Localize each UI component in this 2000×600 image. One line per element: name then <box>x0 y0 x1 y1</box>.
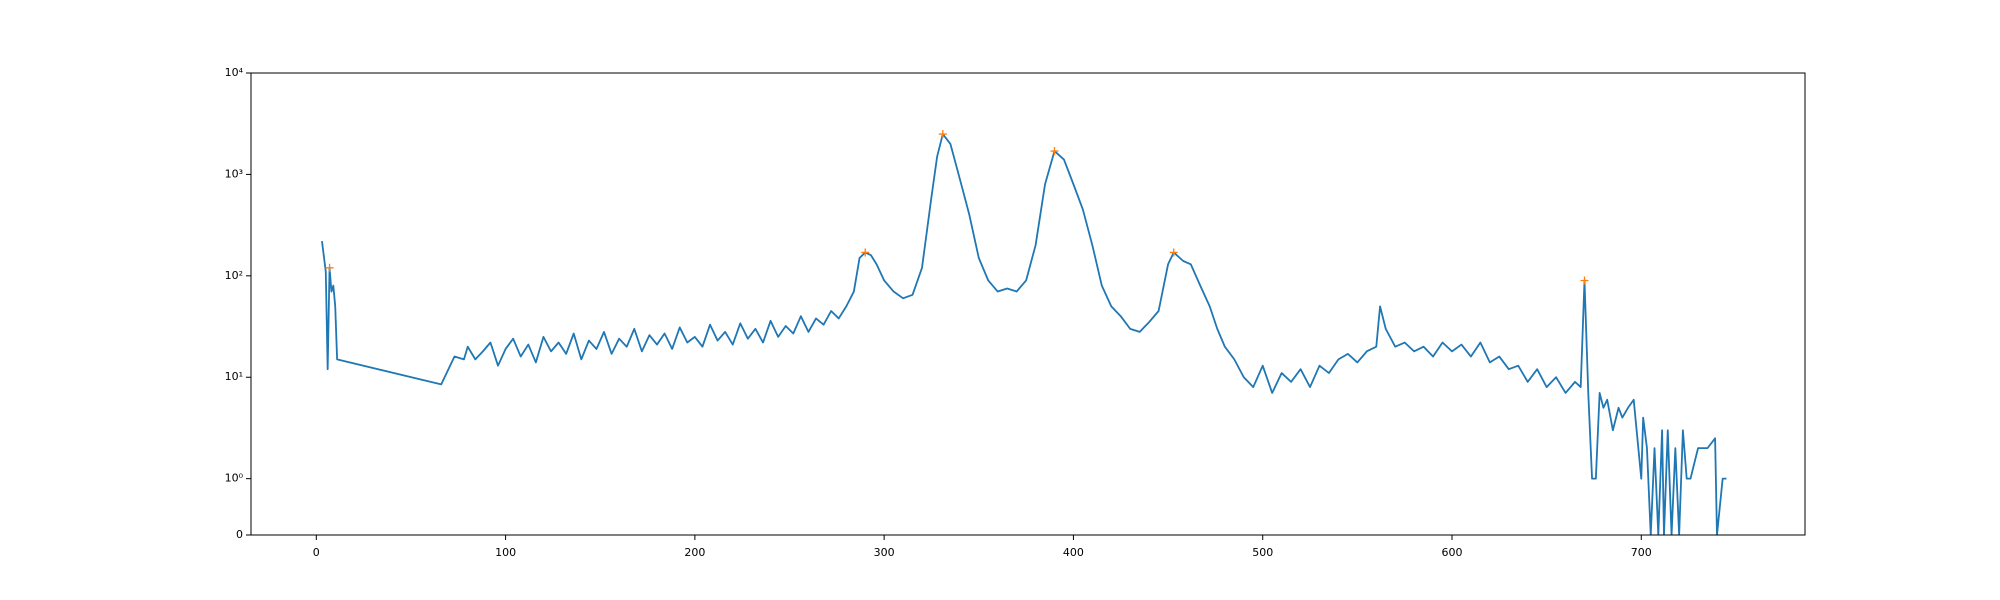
plot-frame <box>250 72 1806 536</box>
y-tick-label: 10⁴ <box>225 66 244 79</box>
x-tick-label: 0 <box>313 546 320 559</box>
x-tick-label: 600 <box>1441 546 1462 559</box>
y-tick-label: 10³ <box>225 167 243 180</box>
peak-marker <box>1050 147 1059 156</box>
peak-marker <box>1169 248 1178 257</box>
y-tick-label: 0 <box>236 528 243 541</box>
x-tick-label: 300 <box>874 546 895 559</box>
y-tick-label: 10¹ <box>225 370 243 383</box>
peak-marker <box>1580 276 1589 285</box>
x-tick-label: 200 <box>684 546 705 559</box>
peak-marker <box>861 248 870 257</box>
y-tick-label: 10⁰ <box>225 472 244 485</box>
peak-marker <box>938 130 947 139</box>
x-tick-label: 400 <box>1063 546 1084 559</box>
data-line <box>321 133 1727 535</box>
y-tick-label: 10² <box>225 269 243 282</box>
x-tick-label: 100 <box>495 546 516 559</box>
peak-marker <box>325 263 334 272</box>
x-tick-label: 700 <box>1631 546 1652 559</box>
x-tick-label: 500 <box>1252 546 1273 559</box>
